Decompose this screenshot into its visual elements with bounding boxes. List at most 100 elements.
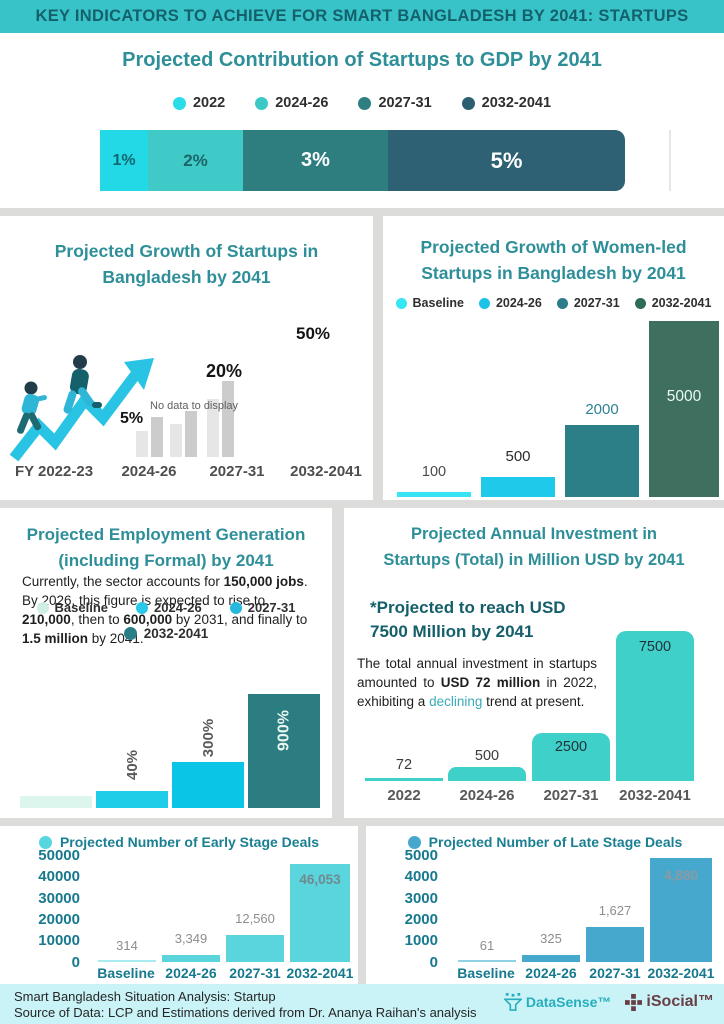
isocial-logo-icon: [625, 993, 643, 1011]
datasense-logo-icon: [503, 993, 522, 1011]
late-y-axis: 5000 4000 3000 2000 1000 0: [380, 826, 438, 984]
legend-item: 2022: [172, 95, 226, 111]
early-value-label: 12,560: [235, 911, 275, 926]
legend-item: Baseline: [36, 600, 109, 615]
paragraph-segment: in 2022, exhibiting a: [357, 675, 597, 710]
y-tick: 2000: [404, 911, 438, 928]
legend-label: 2022: [192, 95, 226, 111]
legend-label: Baseline: [54, 600, 109, 615]
investment-value-label: 2500: [554, 739, 588, 755]
gdp-segment-2027-31: 3%: [243, 130, 388, 191]
legend-label: 2032-2041: [651, 296, 712, 310]
late-value-label: 4,880: [664, 868, 698, 883]
legend-item: 2024-26: [478, 296, 542, 310]
employment-title-line1: Projected Employment Generation: [26, 525, 306, 544]
footer: Smart Bangladesh Situation Analysis: Sta…: [0, 984, 724, 1024]
legend-label: 2027-31: [573, 296, 620, 310]
legend-item: 2024-26: [136, 600, 202, 615]
gdp-title: Projected Contribution of Startups to GD…: [122, 49, 602, 71]
banner-title: KEY INDICATORS TO ACHIEVE FOR SMART BANG…: [35, 7, 689, 25]
legend-item: Projected Number of Late Stage Deals: [407, 834, 682, 850]
investment-paragraph: The total annual investment in startups …: [357, 654, 597, 711]
y-tick: 5000: [404, 847, 438, 864]
early-xlabel: 2024-26: [165, 965, 217, 981]
gdp-stacked-bar: 1% 2% 3% 5%: [100, 130, 625, 191]
growth-xlabel: 2024-26: [121, 463, 177, 480]
employment-value-label: 900%: [275, 710, 293, 751]
women-legend: Baseline 2024-26 2027-31 2032-2041: [383, 296, 724, 310]
investment-bar-2022: [365, 778, 443, 781]
growth-title-line2: Bangladesh by 2041: [102, 267, 271, 288]
legend-dot-2032-2041: [461, 96, 475, 110]
paragraph-segment: Currently, the sector accounts for: [22, 574, 224, 589]
investment-value-label: 500: [474, 748, 500, 764]
y-tick: 40000: [38, 868, 80, 885]
investment-xlabel: 2027-31: [543, 787, 599, 804]
legend-label: 2024-26: [495, 296, 542, 310]
investment-title-line1: Projected Annual Investment in: [410, 525, 658, 543]
legend-dot-2027-31: [229, 601, 242, 614]
gdp-legend: 2022 2024-26 2027-31 2032-2041: [0, 95, 724, 111]
legend-dot-2032-2041: [634, 297, 646, 309]
investment-value-label: 72: [395, 757, 413, 773]
no-data-label: No data to display: [150, 400, 239, 412]
legend-label: 2032-2041: [143, 626, 209, 641]
isocial-logo-text: iSocial™: [646, 993, 714, 1010]
legend-dot-2024-26: [136, 601, 149, 614]
y-tick: 0: [429, 954, 438, 971]
legend-dot-baseline: [395, 297, 407, 309]
late-xlabel: 2032-2041: [647, 965, 715, 981]
employment-title: Projected Employment Generation (includi…: [0, 522, 332, 573]
placeholder-bar: [207, 399, 219, 457]
early-bar-2032-2041: [290, 864, 350, 962]
card-startup-growth: Projected Growth of Startups in Banglade…: [0, 216, 373, 500]
gdp-bar-remainder-tick: [669, 130, 671, 191]
legend-label: Projected Number of Early Stage Deals: [59, 834, 320, 850]
legend-item: 2032-2041: [461, 95, 551, 111]
legend-label: Baseline: [412, 296, 464, 310]
legend-item: 2027-31: [556, 296, 620, 310]
placeholder-bar: [222, 381, 234, 457]
placeholder-bar: [151, 417, 163, 457]
late-bar-2027-31: [586, 927, 644, 962]
investment-value-label: 7500: [638, 639, 672, 655]
women-title-line1: Projected Growth of Women-led: [420, 237, 687, 257]
employment-legend-row2: 2032-2041: [0, 626, 332, 641]
women-bar-baseline: [397, 492, 471, 497]
early-bar-baseline: [98, 960, 156, 962]
early-legend: Projected Number of Early Stage Deals: [0, 834, 358, 850]
growth-xlabel: 2027-31: [209, 463, 265, 480]
employment-bar-2027-31: [172, 762, 244, 808]
legend-dot-2022: [172, 96, 186, 110]
growth-title-line1: Projected Growth of Startups in: [54, 241, 319, 261]
footer-logos: DataSense™ iSocial™: [503, 993, 714, 1011]
legend-dot-2027-31: [358, 96, 372, 110]
legend-item: 2024-26: [255, 95, 328, 111]
card-annual-investment: Projected Annual Investment in Startups …: [344, 508, 724, 818]
placeholder-bar: [170, 424, 182, 457]
legend-label: 2027-31: [247, 600, 296, 615]
legend-item: Baseline: [395, 296, 464, 310]
legend-label: 2024-26: [154, 600, 202, 615]
women-value-label: 2000: [585, 401, 619, 418]
legend-dot-baseline: [36, 601, 49, 614]
y-tick: 1000: [404, 932, 438, 949]
placeholder-bar: [136, 431, 148, 457]
women-value-label: 100: [421, 464, 447, 480]
women-bar-2024-26: [481, 477, 555, 497]
employment-bar-baseline: [20, 796, 92, 808]
legend-dot-2024-26: [255, 96, 269, 110]
paragraph-segment: 150,000 jobs: [223, 574, 304, 589]
banner: KEY INDICATORS TO ACHIEVE FOR SMART BANG…: [0, 0, 724, 33]
gdp-segment-2022: 1%: [100, 130, 148, 191]
paragraph-segment: declining: [429, 694, 483, 710]
early-value-label: 46,053: [299, 872, 341, 887]
investment-title-line2: Startups (Total) in Million USD by 2041: [383, 550, 685, 569]
investment-bar-2027-31: [532, 733, 610, 781]
legend-dot-2027-31: [556, 297, 568, 309]
footer-source-line1: Smart Bangladesh Situation Analysis: Sta…: [14, 989, 276, 1004]
y-tick: 10000: [38, 932, 80, 949]
card-women-led-growth: Projected Growth of Women-led Startups i…: [383, 216, 724, 500]
y-tick: 20000: [38, 911, 80, 928]
